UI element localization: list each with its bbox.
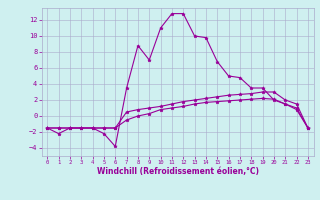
X-axis label: Windchill (Refroidissement éolien,°C): Windchill (Refroidissement éolien,°C) <box>97 167 259 176</box>
